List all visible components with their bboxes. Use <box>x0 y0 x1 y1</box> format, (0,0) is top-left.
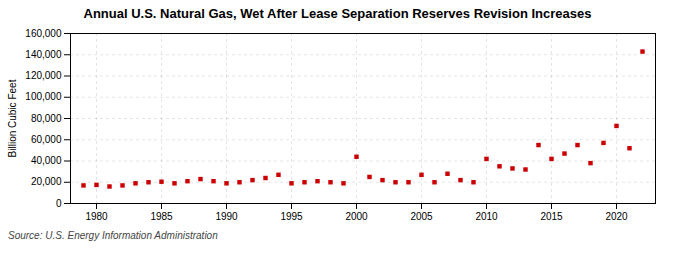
svg-text:160,000: 160,000 <box>25 28 62 39</box>
html-text:Source: U.S. Energy Informatio: Source: U.S. Energy Information Administ… <box>8 230 218 241</box>
svg-text:2010: 2010 <box>475 211 498 222</box>
svg-text:120,000: 120,000 <box>25 70 62 81</box>
svg-text:2000: 2000 <box>345 211 368 222</box>
svg-text:140,000: 140,000 <box>25 49 62 60</box>
html-text:Annual U.S. Natural Gas, Wet A: Annual U.S. Natural Gas, Wet After Lease… <box>83 6 592 21</box>
svg-text:1980: 1980 <box>85 211 108 222</box>
svg-text:1995: 1995 <box>280 211 303 222</box>
svg-text:80,000: 80,000 <box>31 113 62 124</box>
svg-text:1985: 1985 <box>150 211 173 222</box>
svg-text:2015: 2015 <box>540 211 563 222</box>
svg-text:2005: 2005 <box>410 211 433 222</box>
svg-text:100,000: 100,000 <box>25 91 62 102</box>
svg-text:20,000: 20,000 <box>31 176 62 187</box>
svg-text:0: 0 <box>56 198 62 209</box>
svg-text:1990: 1990 <box>215 211 238 222</box>
svg-text:Billion Cubic Feet: Billion Cubic Feet <box>7 79 18 157</box>
svg-text:60,000: 60,000 <box>31 134 62 145</box>
svg-text:40,000: 40,000 <box>31 155 62 166</box>
svg-text:2020: 2020 <box>605 211 628 222</box>
